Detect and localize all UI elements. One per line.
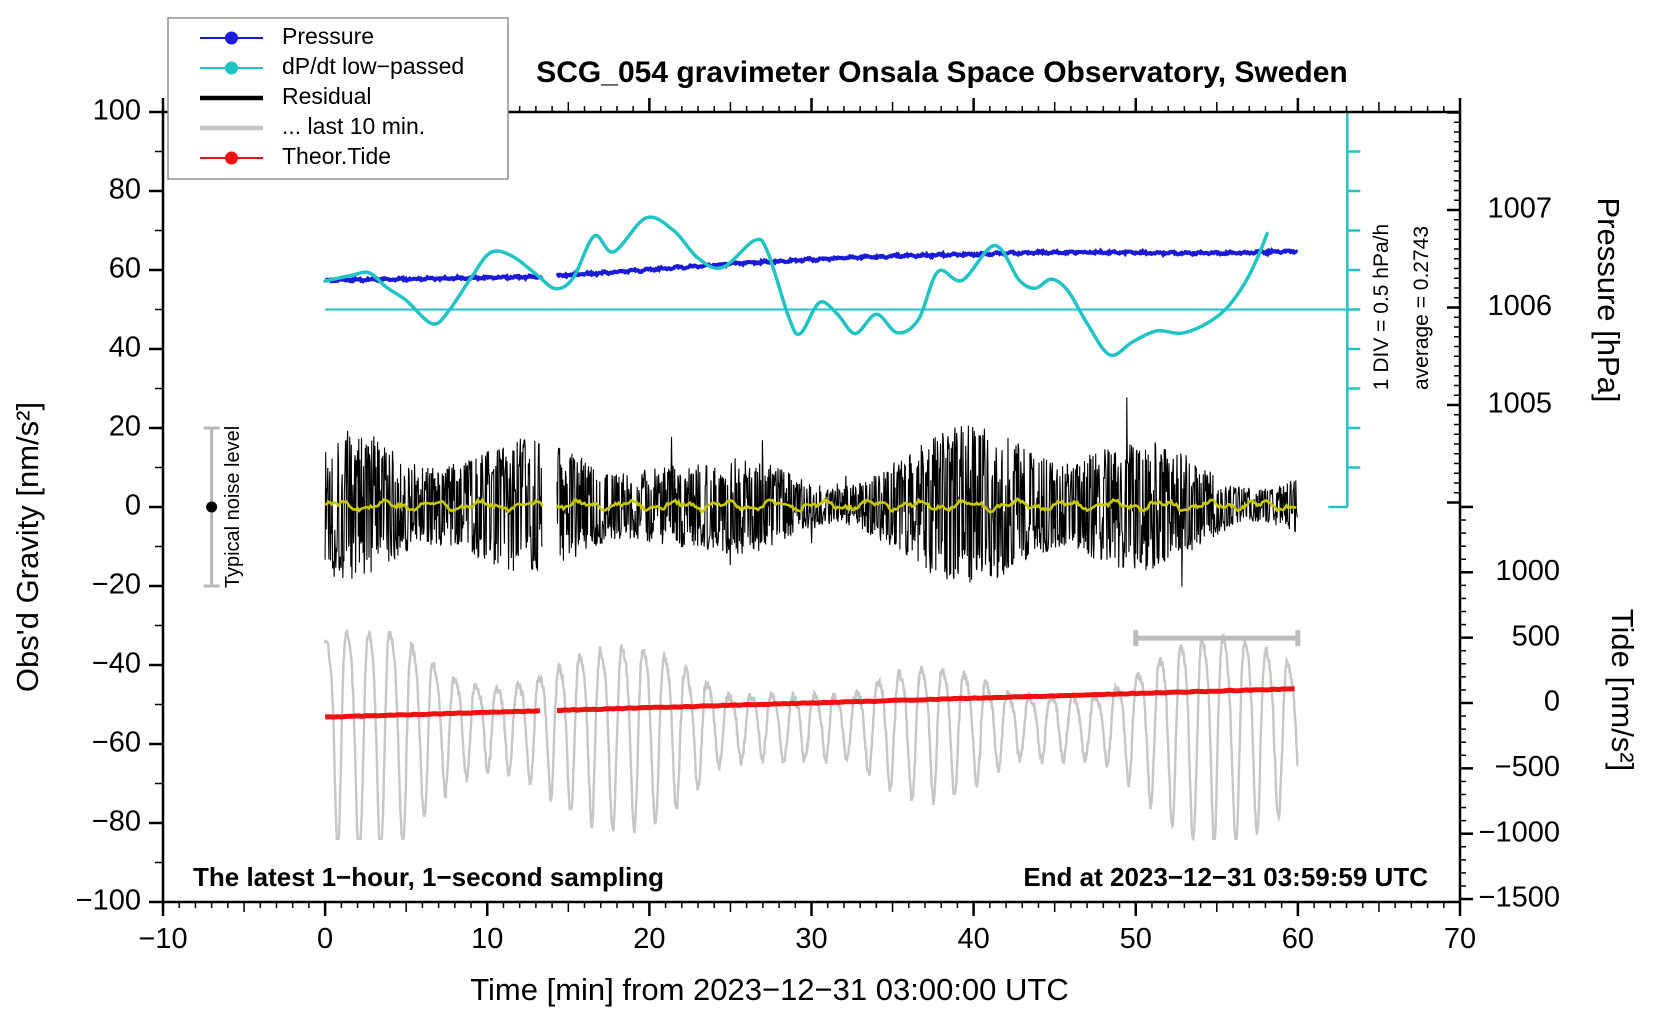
legend-sample-dot <box>225 31 238 45</box>
y-axis-pressure: 1007 1006 1005 Pressure [hPa] <box>1447 111 1626 504</box>
legend-label: Pressure <box>282 23 374 49</box>
x-tick-label: 60 <box>1282 923 1314 955</box>
legend-sample-dot <box>225 61 238 75</box>
legend-label: Residual <box>282 83 372 109</box>
residual-curve <box>556 397 1298 587</box>
residual-smoothed-curve <box>555 497 1297 514</box>
pressure-tick-label: 1006 <box>1487 290 1552 322</box>
pressure-tick-label: 1005 <box>1487 388 1552 420</box>
div-label: 1 DIV = 0.5 hPa/h <box>1370 224 1393 390</box>
y-left-tick-label: 60 <box>109 253 141 285</box>
y-left-axis-label: Obs'd Gravity [nm/s²] <box>10 402 45 692</box>
tide-tick-label: 500 <box>1512 620 1560 652</box>
y-left-tick-label: −40 <box>92 648 141 680</box>
tide-curve <box>324 708 541 720</box>
x-tick-label: −10 <box>138 923 187 955</box>
sampling-note: The latest 1−hour, 1−second sampling <box>193 862 664 892</box>
div-scale-bar <box>325 112 1361 509</box>
residual-series <box>324 397 1298 587</box>
noise-level-marker: Typical noise level <box>203 426 244 588</box>
y-left-tick-label: −60 <box>92 727 141 759</box>
x-tick-label: 70 <box>1444 923 1476 955</box>
pressure-curve <box>324 272 544 284</box>
y-left-tick-label: 0 <box>125 490 141 522</box>
y-axis-gravity: −100 −80 −60 −40 −20 0 20 40 60 80 100 Obs'd Gravit… <box>10 95 163 917</box>
noise-level-dot <box>206 501 218 513</box>
last10min-series <box>323 629 1299 842</box>
legend-label: ... last 10 min. <box>282 113 425 139</box>
legend-sample-dot <box>225 151 238 165</box>
tide-tick-label: 0 <box>1544 686 1560 718</box>
y-axis-tide: 1000 500 0 −500 −1000 −1500 Tide [nm/s²] <box>1460 505 1640 914</box>
y-left-tick-label: 100 <box>93 95 141 127</box>
x-axis: −10 0 10 20 30 40 50 60 70 Time [min] from 2023−1… <box>138 98 1476 1007</box>
residual-smoothed-series <box>324 496 1297 514</box>
residual-smoothed-curve <box>324 496 544 514</box>
noise-level-label: Typical noise level <box>222 426 244 588</box>
legend-label: Theor.Tide <box>282 143 391 169</box>
last10min-curve <box>323 629 1299 842</box>
y-left-tick-label: −80 <box>92 806 141 838</box>
dpdt-curve <box>323 215 1269 358</box>
div-annotations: 1 DIV = 0.5 hPa/h average = 0.2743 <box>1370 224 1433 390</box>
x-tick-label: 20 <box>633 923 665 955</box>
x-tick-label: 50 <box>1120 923 1152 955</box>
pressure-tick-label: 1007 <box>1487 193 1552 225</box>
y-left-tick-label: 80 <box>109 174 141 206</box>
tide-tick-label: −1500 <box>1479 882 1560 914</box>
legend: Pressure dP/dt low−passed Residual ... last… <box>167 17 509 180</box>
x-tick-label: 0 <box>317 923 333 955</box>
tide-tick-label: −1000 <box>1479 816 1560 848</box>
pressure-series <box>324 247 1299 284</box>
y-left-tick-label: −20 <box>92 569 141 601</box>
x-tick-label: 10 <box>471 923 503 955</box>
pressure-axis-label: Pressure [hPa] <box>1591 197 1626 402</box>
tide-tick-label: −500 <box>1495 751 1560 783</box>
residual-curve <box>324 430 543 579</box>
end-time-note: End at 2023−12−31 03:59:59 UTC <box>1023 862 1428 892</box>
headings: SCG_054 gravimeter Onsala Space Observat… <box>193 56 1428 892</box>
y-left-tick-label: 40 <box>109 332 141 364</box>
legend-label: dP/dt low−passed <box>282 53 464 79</box>
chart-title: SCG_054 gravimeter Onsala Space Observat… <box>536 56 1348 89</box>
tide-tick-label: 1000 <box>1495 555 1560 587</box>
x-tick-label: 40 <box>957 923 989 955</box>
tide-curve <box>557 686 1295 713</box>
x-tick-label: 30 <box>795 923 827 955</box>
tide-axis-label: Tide [nm/s²] <box>1605 609 1640 772</box>
dpdt-series <box>323 215 1269 358</box>
ten-min-bar <box>1133 630 1301 647</box>
pressure-curve <box>555 247 1299 280</box>
y-left-tick-label: −100 <box>76 885 141 917</box>
y-left-tick-label: 20 <box>109 411 141 443</box>
x-axis-label: Time [min] from 2023−12−31 03:00:00 UTC <box>470 972 1069 1007</box>
average-label: average = 0.2743 <box>1410 226 1433 390</box>
tide-series <box>324 686 1295 720</box>
